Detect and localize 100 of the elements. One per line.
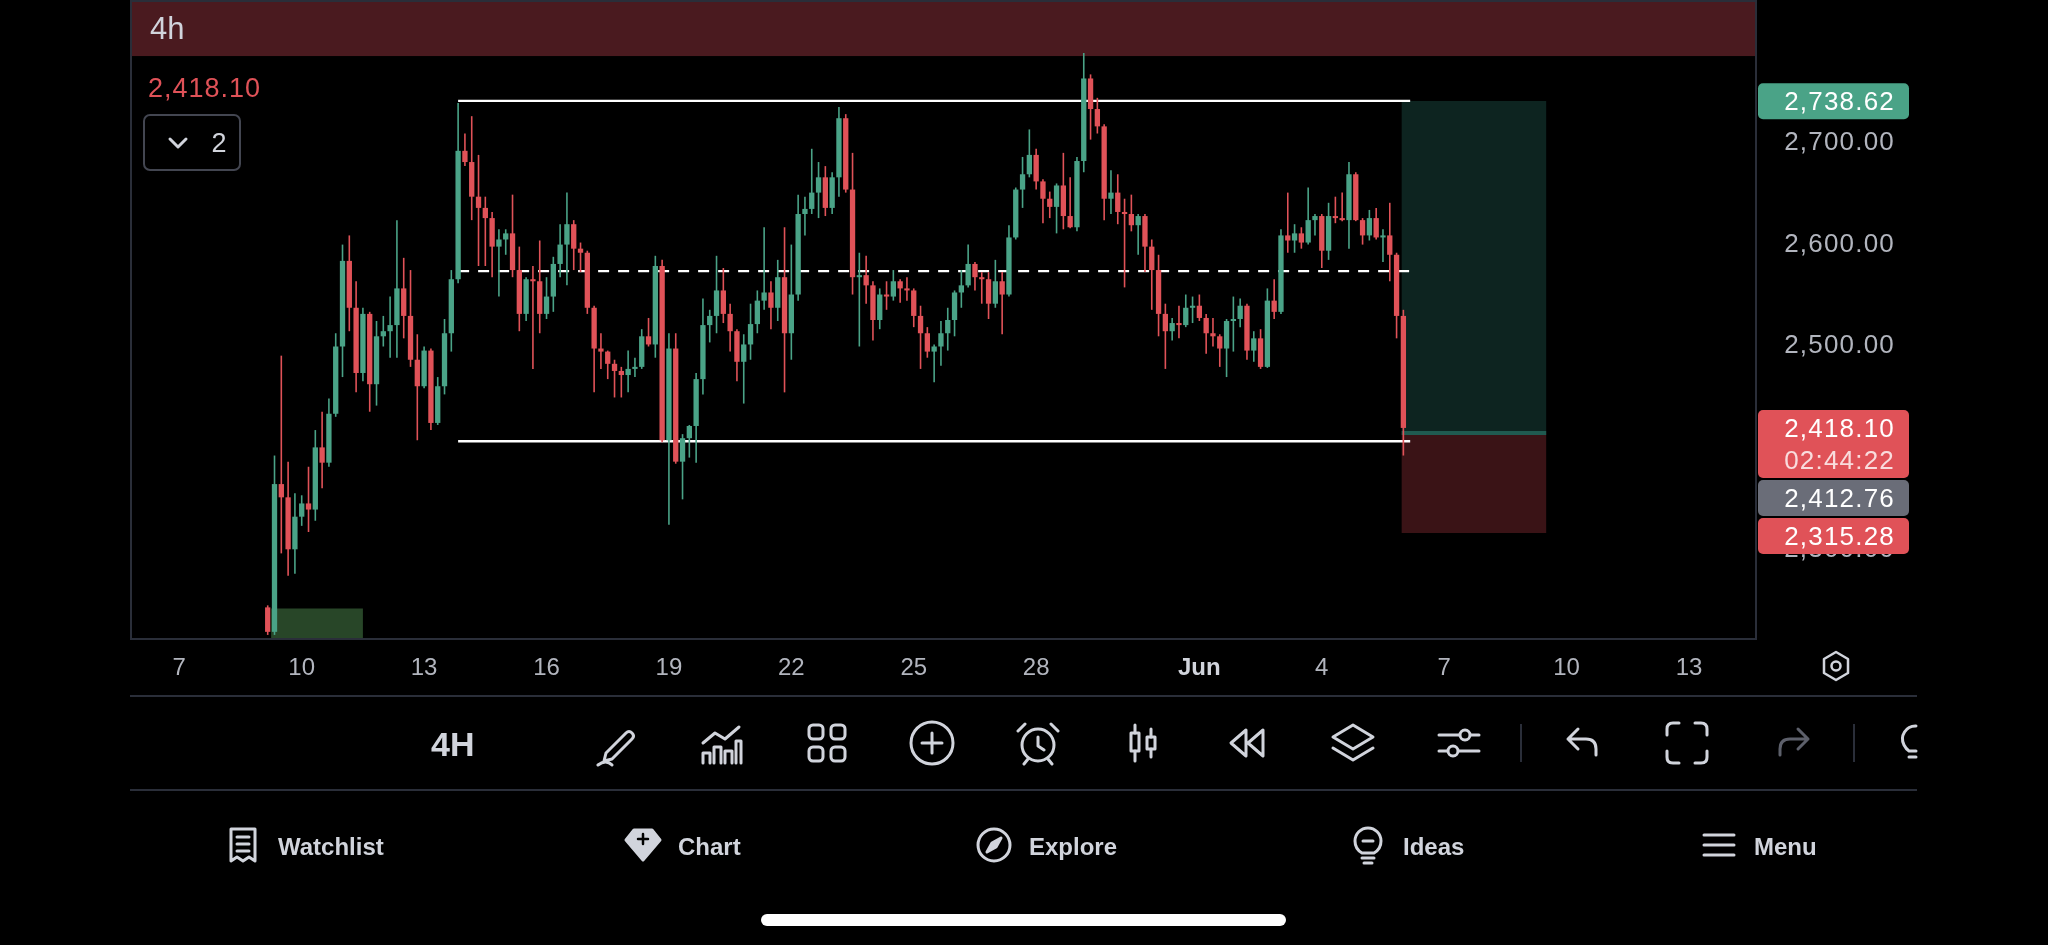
y-tick-label: 2,500.00 <box>1784 329 1895 360</box>
candlestick <box>904 276 910 302</box>
candlestick <box>1047 190 1053 219</box>
candlestick <box>305 465 312 533</box>
x-tick-label: 10 <box>288 652 316 680</box>
candlestick <box>577 241 584 273</box>
candlestick <box>1183 293 1189 328</box>
x-tick-label: 19 <box>655 652 683 680</box>
candlestick <box>1115 173 1121 225</box>
candlestick <box>475 154 482 267</box>
x-tick-label: 13 <box>1675 652 1703 680</box>
x-tick-label: Jun <box>1178 652 1221 680</box>
candlestick <box>686 424 692 459</box>
candlestick <box>945 306 951 352</box>
candlestick <box>1203 313 1209 355</box>
x-tick-label: 16 <box>533 652 560 680</box>
candlestick <box>1237 297 1243 328</box>
candlestick <box>1053 182 1060 235</box>
text: Ideas <box>1403 832 1465 860</box>
candlestick <box>761 226 767 311</box>
text: Watchlist <box>278 832 384 860</box>
candlestick <box>1169 317 1175 342</box>
candlestick <box>883 280 890 311</box>
x-tick-label: 7 <box>1437 652 1451 680</box>
text: 02:44:22 <box>1784 444 1895 475</box>
candlestick <box>1094 97 1101 135</box>
candlestick <box>856 251 862 348</box>
candlestick <box>1305 186 1311 246</box>
candlestick <box>965 243 971 289</box>
candlestick <box>1067 176 1073 230</box>
x-tick-label: 22 <box>777 652 805 680</box>
candlestick <box>1128 193 1135 233</box>
candlestick <box>319 410 325 489</box>
candlestick <box>972 261 978 292</box>
text: Explore <box>1029 832 1118 860</box>
candlestick <box>1366 209 1373 242</box>
text: 2,738.62 <box>1784 86 1895 117</box>
candlestick <box>645 317 652 348</box>
candlestick <box>802 195 808 237</box>
candlestick <box>564 191 570 287</box>
candlestick <box>1251 330 1257 363</box>
candlestick <box>611 358 618 399</box>
chart-title: 4h <box>150 10 185 46</box>
candlestick <box>999 271 1005 336</box>
candlestick <box>768 280 774 330</box>
candlestick <box>503 228 509 256</box>
text: Menu <box>1754 832 1817 860</box>
candlestick <box>1332 195 1339 224</box>
candlestick <box>1230 295 1237 353</box>
candlestick <box>299 494 305 527</box>
candlestick <box>809 147 815 215</box>
text: 2,315.28 <box>1784 520 1895 551</box>
candlestick <box>605 349 611 380</box>
candlestick <box>1291 223 1298 254</box>
candlestick <box>727 302 733 353</box>
candlestick <box>720 267 726 324</box>
x-tick-label: 4 <box>1315 652 1329 680</box>
candlestick <box>530 265 536 370</box>
candlestick <box>462 132 468 167</box>
candlestick <box>1387 202 1393 283</box>
candlestick <box>1285 191 1291 254</box>
y-tick-label: 2,600.00 <box>1784 227 1895 258</box>
candlestick <box>1040 178 1046 224</box>
candlestick <box>632 356 638 378</box>
candlestick <box>1380 228 1386 263</box>
candlestick <box>1210 317 1216 348</box>
x-tick-label: 28 <box>1022 652 1050 680</box>
annotation: 2 <box>211 128 227 158</box>
text: 2,418.10 <box>1784 412 1895 443</box>
candlestick <box>815 161 822 219</box>
candlestick <box>1019 156 1026 209</box>
candlestick <box>679 433 686 501</box>
candlestick <box>1373 207 1379 241</box>
candlestick <box>924 326 930 359</box>
x-tick-label: 13 <box>410 652 438 680</box>
candlestick <box>1149 238 1155 311</box>
text: 4H <box>431 725 475 763</box>
candlestick <box>625 349 631 394</box>
candlestick <box>917 304 924 370</box>
candlestick <box>1271 278 1277 320</box>
candlestick <box>1339 191 1345 222</box>
candlestick <box>1121 197 1128 289</box>
candlestick <box>754 289 760 335</box>
candlestick <box>543 276 550 320</box>
candlestick <box>387 295 393 359</box>
candlestick <box>1176 304 1182 340</box>
candlestick <box>992 259 999 309</box>
candlestick <box>496 228 502 298</box>
candlestick <box>707 309 713 344</box>
candlestick <box>863 255 869 305</box>
x-tick-label: 25 <box>900 652 928 680</box>
candlestick <box>741 333 747 405</box>
candlestick <box>1217 333 1223 368</box>
candlestick <box>278 354 284 555</box>
candlestick <box>380 315 386 348</box>
candlestick <box>482 195 488 267</box>
x-tick-label: 7 <box>172 652 186 680</box>
candlestick <box>557 223 563 278</box>
candlestick <box>1298 226 1305 250</box>
x-tick-label: 10 <box>1553 652 1580 680</box>
